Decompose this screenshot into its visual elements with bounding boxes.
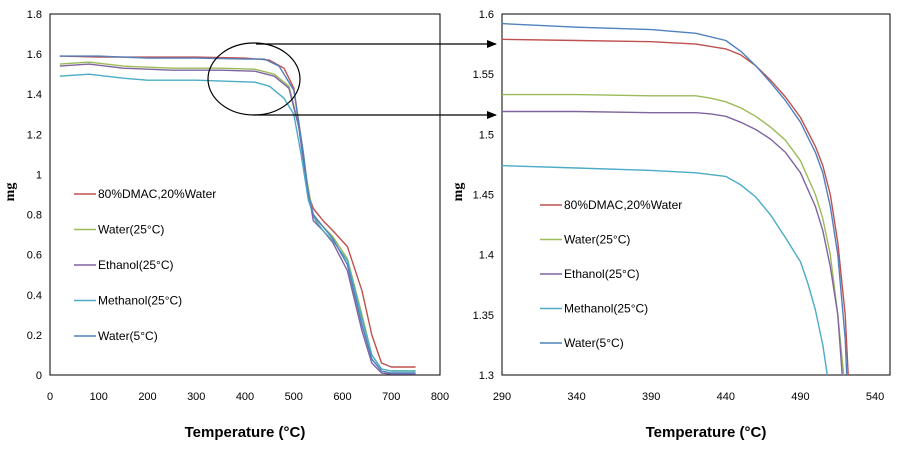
left-x-tick-label: 800 bbox=[431, 391, 449, 403]
right-x-axis-title: Temperature (°C) bbox=[646, 424, 767, 441]
left-legend-label: Water(5°C) bbox=[98, 329, 158, 343]
right-legend-label: 80%DMAC,20%Water bbox=[564, 198, 682, 212]
right-y-tick-label: 1.55 bbox=[473, 69, 494, 81]
left-y-tick-label: 1.4 bbox=[27, 89, 42, 101]
right-y-tick-label: 1.6 bbox=[479, 9, 494, 21]
left-x-tick-label: 500 bbox=[285, 391, 303, 403]
left-series-lines bbox=[59, 55, 416, 375]
left-y-tick-label: 1.2 bbox=[27, 129, 42, 141]
left-x-tick-label: 100 bbox=[90, 391, 108, 403]
right-x-tick-label: 290 bbox=[493, 391, 511, 403]
right-series-line bbox=[501, 164, 828, 376]
left-y-tick-label: 0 bbox=[36, 370, 42, 382]
left-legend-label: Methanol(25°C) bbox=[98, 294, 182, 308]
right-chart: 290 340 390 440 490 540 1.3 1.35 1.4 1.45 1.5 1.55 1… bbox=[451, 9, 891, 441]
right-legend: 80%DMAC,20%Water Water(25°C) Ethanol(25°C)… bbox=[540, 198, 682, 350]
left-series-line bbox=[59, 55, 416, 374]
left-y-axis-title: mg bbox=[3, 183, 18, 202]
right-x-tick-label: 440 bbox=[717, 391, 735, 403]
left-chart: 0 100 200 300 400 500 600 700 800 0 0.2 0.4 0.6 0.8 1 1… bbox=[3, 9, 449, 441]
left-legend-label: Ethanol(25°C) bbox=[98, 258, 174, 272]
left-legend-label: Water(25°C) bbox=[98, 223, 164, 237]
right-legend-label: Water(25°C) bbox=[564, 233, 630, 247]
right-y-tick-label: 1.4 bbox=[479, 250, 494, 262]
right-series-line bbox=[501, 22, 848, 376]
right-series-lines bbox=[501, 22, 849, 376]
left-y-tick-label: 1.8 bbox=[27, 9, 42, 21]
left-x-tick-label: 700 bbox=[382, 391, 400, 403]
left-plot-area bbox=[49, 13, 441, 376]
right-x-tick-label: 540 bbox=[866, 391, 884, 403]
right-legend-label: Ethanol(25°C) bbox=[564, 267, 640, 281]
right-x-tick-label: 490 bbox=[791, 391, 809, 403]
right-y-tick-label: 1.3 bbox=[479, 370, 494, 382]
left-x-tick-label: 400 bbox=[236, 391, 254, 403]
right-tick-labels: 290 340 390 440 490 540 1.3 1.35 1.4 1.45 1.5 1.55 1… bbox=[473, 9, 885, 403]
left-y-tick-label: 1.6 bbox=[27, 49, 42, 61]
right-plot-area bbox=[501, 13, 891, 376]
right-y-tick-label: 1.45 bbox=[473, 190, 494, 202]
right-series-line bbox=[502, 110, 843, 376]
right-x-tick-label: 390 bbox=[642, 391, 660, 403]
left-y-tick-label: 0.6 bbox=[27, 250, 42, 262]
right-y-tick-label: 1.35 bbox=[473, 310, 494, 322]
left-y-tick-label: 0.8 bbox=[27, 210, 42, 222]
left-x-tick-label: 0 bbox=[47, 391, 53, 403]
left-y-tick-label: 0.4 bbox=[27, 290, 42, 302]
right-y-axis-title: mg bbox=[451, 183, 466, 202]
left-y-tick-label: 1 bbox=[36, 169, 42, 181]
right-x-tick-label: 340 bbox=[567, 391, 585, 403]
right-legend-label: Water(5°C) bbox=[564, 336, 624, 350]
left-tick-labels: 0 100 200 300 400 500 600 700 800 0 0.2 0.4 0.6 0.8 1 1… bbox=[27, 9, 449, 403]
right-legend-label: Methanol(25°C) bbox=[564, 302, 648, 316]
left-x-axis-title: Temperature (°C) bbox=[185, 424, 306, 441]
right-series-line bbox=[502, 93, 845, 376]
left-y-tick-label: 0.2 bbox=[27, 330, 42, 342]
left-legend-label: 80%DMAC,20%Water bbox=[98, 187, 216, 201]
right-series-line bbox=[501, 38, 849, 376]
left-series-line bbox=[59, 73, 416, 372]
left-x-tick-label: 600 bbox=[333, 391, 351, 403]
right-y-tick-label: 1.5 bbox=[479, 129, 494, 141]
left-legend: 80%DMAC,20%Water Water(25°C) Ethanol(25°C)… bbox=[74, 187, 216, 343]
left-x-tick-label: 200 bbox=[138, 391, 156, 403]
left-x-tick-label: 300 bbox=[187, 391, 205, 403]
